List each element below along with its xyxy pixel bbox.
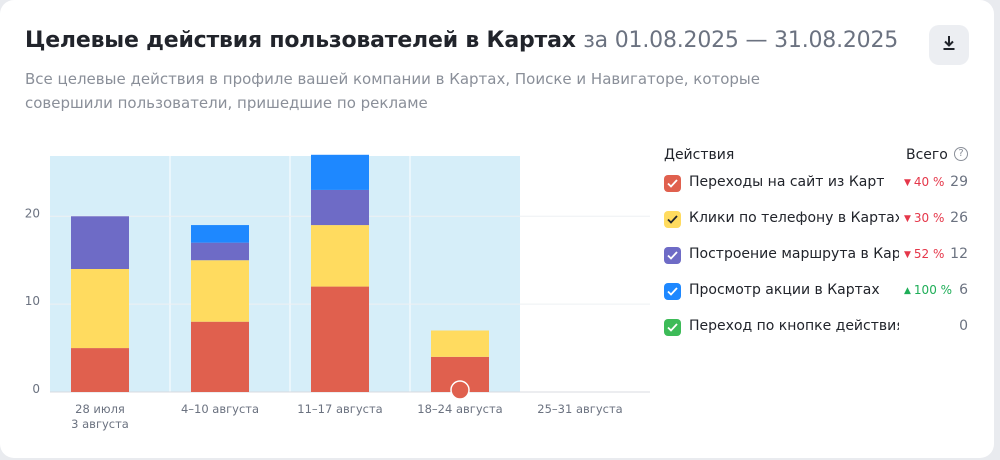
trend-down-icon: ▼ [904,250,911,260]
trend-down-icon: ▼ [904,214,911,224]
legend-item-total: 6 [959,282,968,298]
legend-total-label: Всего [906,147,948,163]
trend-down-icon: ▼ [904,178,911,188]
legend-item-name: Построение маршрута в Картах [689,246,899,262]
bar-segment [311,154,369,190]
checkbox-checked-icon[interactable] [664,319,681,336]
bar-segment [191,321,249,392]
legend-item-total: 29 [950,174,968,190]
bar-segment [191,225,249,243]
y-tick-label: 10 [25,294,40,308]
title-period: за 01.08.2025 — 31.08.2025 [583,28,899,53]
legend-item-total: 26 [950,210,968,226]
x-tick-label: 3 августа [71,417,129,431]
checkbox-checked-icon[interactable] [664,175,681,192]
x-tick-label: 25–31 августа [537,402,622,416]
checkbox-checked-icon[interactable] [664,247,681,264]
legend-item-total: 0 [959,318,968,334]
bar-segment [191,260,249,322]
legend-item[interactable]: Клики по телефону в Картах ▼ 30 % 26 [664,203,974,239]
legend-item-name: Переходы на сайт из Карт [689,174,885,190]
legend-item-delta-value: 30 % [913,211,945,225]
legend-item-name: Просмотр акции в Картах [689,282,880,298]
x-tick-label: 11–17 августа [297,402,382,416]
legend-item-delta: ▼ 52 % [904,247,944,261]
trend-up-icon: ▲ [904,286,911,296]
bar-segment [311,189,369,226]
download-icon [942,35,956,55]
bar-segment [191,242,249,261]
legend-item-delta-value: 52 % [913,247,945,261]
legend-item[interactable]: Переход по кнопке действия из Карт 0 [664,311,974,347]
legend-item-name: Клики по телефону в Картах [689,210,899,226]
y-tick-label: 0 [32,382,40,396]
download-button[interactable] [929,25,969,65]
checkbox-checked-icon[interactable] [664,283,681,300]
x-tick-label: 18–24 августа [417,402,502,416]
bar-segment [311,286,369,392]
legend-item-delta: ▼ 30 % [904,211,944,225]
legend-item-delta-value: 100 % [913,283,953,297]
bar-segment [71,269,129,349]
card-subtitle: Все целевые действия в профиле вашей ком… [25,70,760,112]
legend-item-total: 12 [950,246,968,262]
legend: Действия Всего ? Переходы на сайт из Кар… [664,145,974,347]
legend-item-delta: ▲ 100 % [904,283,952,297]
x-tick-label: 28 июля [75,402,125,416]
legend-actions-label: Действия [664,147,735,163]
event-marker-icon [450,380,470,400]
checkbox-checked-icon[interactable] [664,211,681,228]
title-text: Целевые действия пользователей в Картах [25,28,576,53]
card-title: Целевые действия пользователей в Картах … [25,28,898,53]
legend-item[interactable]: Построение маршрута в Картах ▼52 % 12 [664,239,974,275]
legend-item[interactable]: Просмотр акции в Картах ▲ 100 % 6 [664,275,974,311]
legend-item-name: Переход по кнопке действия из Карт [689,318,899,334]
bar-segment [431,330,489,357]
legend-header: Действия Всего ? [664,145,974,167]
help-icon[interactable]: ? [954,147,968,161]
bar-segment [71,348,129,392]
x-tick-label: 4–10 августа [181,402,259,416]
bar-segment [71,216,129,269]
legend-item-delta-value: 40 % [913,175,945,189]
legend-item-delta: ▼ 40 % [904,175,944,189]
y-tick-label: 20 [25,206,40,220]
bar-segment [311,225,369,287]
legend-item[interactable]: Переходы на сайт из Карт ▼ 40 % 29 [664,167,974,203]
